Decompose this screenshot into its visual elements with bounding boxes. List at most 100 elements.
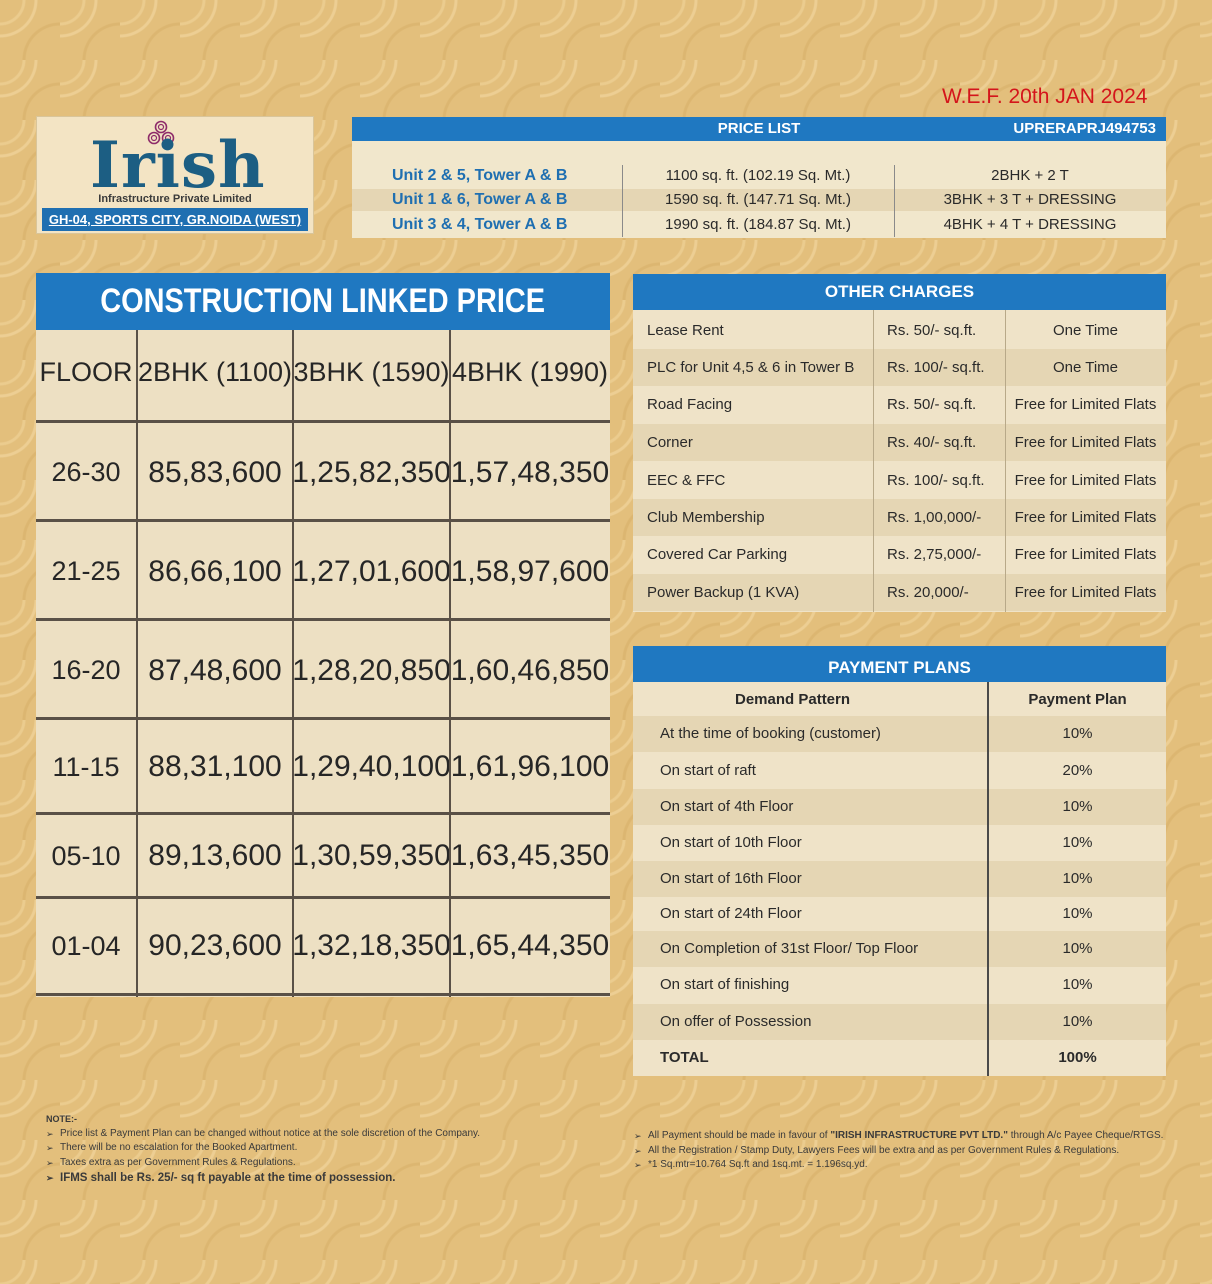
payment-row: On start of 10th Floor 10% [633,825,1166,861]
charge-row: Road Facing Rs. 50/- sq.ft. Free for Lim… [633,386,1166,423]
payment-row: On start of finishing 10% [633,967,1166,1003]
note-item: There will be no escalation for the Book… [46,1141,566,1156]
header-2bhk: 2BHK (1100) [137,357,293,387]
header-4bhk: 4BHK (1990) [451,357,609,387]
grid-line [36,717,610,720]
charge-terms: Free for Limited Flats [1014,434,1157,451]
note-item-ifms: IFMS shall be Rs. 25/- sq ft payable at … [46,1170,566,1186]
payment-row: On start of 24th Floor 10% [633,896,1166,932]
charge-label: Power Backup (1 KVA) [647,584,800,601]
charge-rate: Rs. 20,000/- [887,584,969,601]
unit-label: Unit 2 & 5, Tower A & B [392,167,568,184]
note-item: Price list & Payment Plan can be changed… [46,1127,566,1142]
price-cell: 1,61,96,100 [450,750,610,783]
price-cell: 1,27,01,600 [292,554,451,588]
charge-rate: Rs. 50/- sq.ft. [887,322,977,339]
charge-row: Covered Car Parking Rs. 2,75,000/- Free … [633,536,1166,573]
header-3bhk: 3BHK (1590) [293,357,450,387]
grid-line [136,330,138,997]
demand-pattern-header: Demand Pattern [735,691,851,708]
price-cell: 1,28,20,850 [292,653,451,687]
column-divider [873,310,874,612]
price-cell: 90,23,600 [148,929,282,962]
charge-label: Corner [647,434,693,451]
price-cell: 1,30,59,350 [292,839,451,872]
demand-label: On start of raft [660,762,756,779]
charge-terms: Free for Limited Flats [1014,584,1157,601]
demand-percent: 10% [1062,976,1093,993]
header-floor: FLOOR [39,357,133,387]
charge-row: Lease Rent Rs. 50/- sq.ft. One Time [633,312,1166,349]
demand-percent: 10% [1062,905,1093,922]
grid-line [36,896,610,899]
demand-percent: 10% [1062,725,1093,742]
floor-cell: 05-10 [51,840,121,871]
charge-terms: Free for Limited Flats [1014,396,1157,413]
total-label: TOTAL [660,1049,709,1066]
column-divider [987,682,989,1076]
construction-title: CONSTRUCTION LINKED PRICE [36,273,610,330]
charge-label: EEC & FFC [647,472,726,489]
payment-plans-table: PAYMENT PLANS Demand Pattern Payment Pla… [633,646,1166,1076]
payment-row: At the time of booking (customer) 10% [633,716,1166,752]
demand-percent: 10% [1062,940,1093,957]
charge-row: EEC & FFC Rs. 100/- sq.ft. Free for Limi… [633,462,1166,499]
price-cell: 1,25,82,350 [292,455,451,489]
charge-rate: Rs. 1,00,000/- [887,509,982,526]
charge-rate: Rs. 100/- sq.ft. [887,359,985,376]
payment-row: On offer of Possession 10% [633,1004,1166,1040]
charge-terms: Free for Limited Flats [1014,472,1157,489]
charge-terms: Free for Limited Flats [1014,509,1157,526]
other-charges-title: OTHER CHARGES [633,274,1166,310]
charge-label: PLC for Unit 4,5 & 6 in Tower B [647,359,855,376]
demand-percent: 10% [1062,1013,1093,1030]
column-divider [622,165,623,237]
demand-label: On start of finishing [660,976,790,993]
payment-row: On start of 16th Floor 10% [633,861,1166,897]
demand-label: On offer of Possession [660,1013,812,1030]
logo-address: GH-04, SPORTS CITY, GR.NOIDA (WEST) [42,208,308,231]
floor-cell: 21-25 [51,556,121,586]
construction-price-table: CONSTRUCTION LINKED PRICE FLOOR 2BHK (11… [36,273,610,997]
charge-row: PLC for Unit 4,5 & 6 in Tower B Rs. 100/… [633,349,1166,386]
note-item: All the Registration / Stamp Duty, Lawye… [634,1144,1174,1159]
demand-percent: 10% [1062,798,1093,815]
grid-line [36,420,610,423]
price-cell: 1,29,40,100 [292,750,451,783]
demand-label: At the time of booking (customer) [660,725,881,742]
price-cell: 1,57,48,350 [450,455,610,489]
demand-label: On start of 24th Floor [660,905,802,922]
charge-label: Club Membership [647,509,765,526]
payment-row: On start of raft 20% [633,753,1166,789]
charge-label: Road Facing [647,396,733,413]
grid-line [36,519,610,522]
unit-config: 4BHK + 4 T + DRESSING [943,216,1117,233]
price-cell: 86,66,100 [148,554,282,588]
notes-right: All Payment should be made in favour of … [634,1129,1174,1173]
price-list-table: Unit 2 & 5, Tower A & B 1100 sq. ft. (10… [352,141,1166,238]
payment-total-row: TOTAL 100% [633,1040,1166,1076]
notes-title: NOTE:- [46,1114,77,1124]
floor-cell: 26-30 [51,457,121,487]
charge-row: Power Backup (1 KVA) Rs. 20,000/- Free f… [633,574,1166,611]
grid-line [36,812,610,815]
logo-swirl-icon [147,120,175,145]
price-list-header: PRICE LIST UPRERAPRJ494753 [352,117,1166,141]
price-cell: 89,13,600 [148,839,282,872]
payment-row: On start of 4th Floor 10% [633,789,1166,825]
price-cell: 1,32,18,350 [292,929,451,962]
price-cell: 1,60,46,850 [450,653,610,687]
charge-row: Club Membership Rs. 1,00,000/- Free for … [633,499,1166,536]
payment-plans-title: PAYMENT PLANS [633,646,1166,682]
charge-label: Lease Rent [647,322,724,339]
charge-terms: Free for Limited Flats [1014,546,1157,563]
unit-label: Unit 3 & 4, Tower A & B [392,216,568,233]
unit-config: 3BHK + 3 T + DRESSING [943,191,1117,208]
unit-area: 1100 sq. ft. (102.19 Sq. Mt.) [665,167,851,184]
charge-rate: Rs. 2,75,000/- [887,546,982,563]
charge-row: Corner Rs. 40/- sq.ft. Free for Limited … [633,424,1166,461]
grid-line [36,618,610,621]
price-cell: 85,83,600 [148,455,282,489]
unit-config: 2BHK + 2 T [991,167,1069,184]
notes-left: NOTE:- Price list & Payment Plan can be … [46,1112,566,1186]
